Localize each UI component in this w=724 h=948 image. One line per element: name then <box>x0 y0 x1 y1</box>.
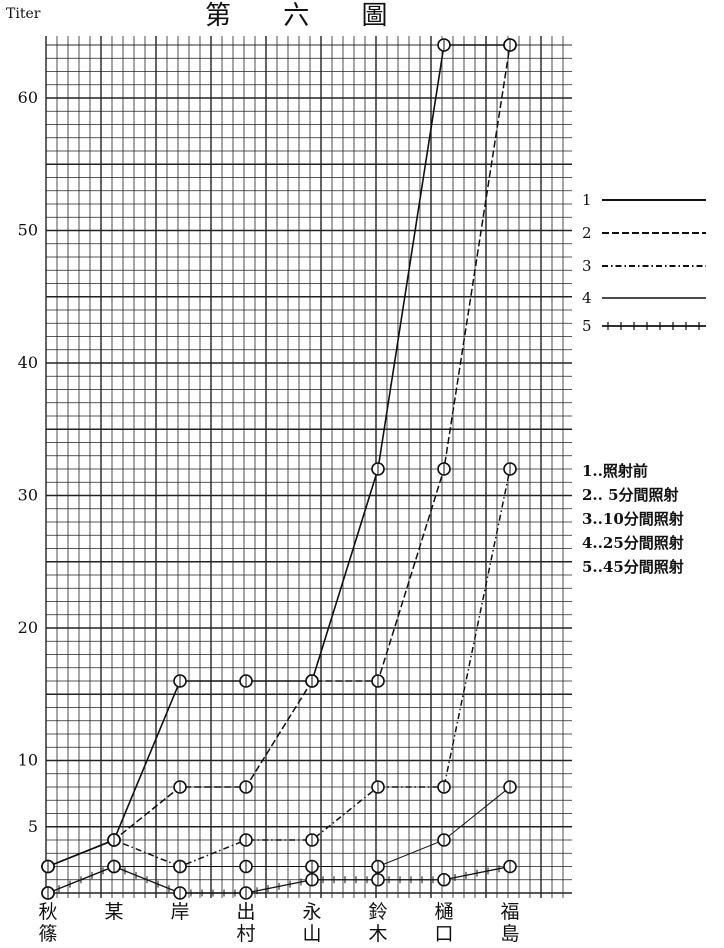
data-point <box>239 859 253 874</box>
data-point <box>437 833 451 847</box>
plot-grid <box>45 36 572 898</box>
data-point <box>173 886 187 900</box>
data-point <box>239 780 253 794</box>
x-tick-label: 永 <box>302 901 321 923</box>
data-point <box>371 462 385 476</box>
legend-key: 1 <box>582 191 592 209</box>
legend-key: 4 <box>582 289 592 307</box>
x-tick-label-second-line: 島 <box>500 923 519 945</box>
data-point <box>371 859 385 874</box>
y-tick-label: 40 <box>18 353 38 372</box>
data-point <box>503 462 517 476</box>
x-tick-label-second-line: 口 <box>434 923 453 945</box>
legend-key: 3 <box>582 257 592 275</box>
data-point <box>239 833 253 847</box>
chart-title: 第 六 圖 <box>205 1 410 31</box>
data-point <box>305 674 319 688</box>
data-point <box>173 780 187 794</box>
data-point <box>437 38 451 52</box>
y-axis-unit: Titer <box>6 6 41 22</box>
data-point <box>503 780 517 794</box>
x-tick-label: 鈴 <box>368 901 387 923</box>
data-point <box>437 462 451 476</box>
data-point <box>437 780 451 794</box>
x-tick-label: 出 <box>236 901 255 923</box>
legend-note: 1..照射前 <box>582 462 648 480</box>
x-tick-label-second-line: 篠 <box>38 923 57 945</box>
data-point <box>239 886 253 900</box>
data-point <box>173 674 187 688</box>
series-line <box>47 44 511 868</box>
y-tick-label: 20 <box>18 618 38 637</box>
legend-note: 4..25分間照射 <box>582 534 684 552</box>
data-point <box>305 833 319 847</box>
data-series <box>41 38 517 900</box>
x-tick-label-second-line: 村 <box>236 923 255 945</box>
legend-key: 2 <box>582 224 592 242</box>
data-point <box>503 38 517 52</box>
x-tick-label: 樋 <box>434 901 453 923</box>
legend: 1 2 3 4 5 <box>582 191 706 335</box>
data-point <box>41 886 55 900</box>
data-point <box>371 872 385 887</box>
x-tick-label: 岸 <box>170 901 189 923</box>
data-point <box>503 859 517 874</box>
data-point <box>437 872 451 887</box>
x-tick-label: 秋 <box>38 901 57 923</box>
y-tick-label: 5 <box>28 817 38 836</box>
y-tick-label: 30 <box>18 486 38 505</box>
x-tick-label-second-line: 木 <box>368 923 387 945</box>
data-point <box>305 859 319 874</box>
series-5 <box>41 859 517 900</box>
x-tick-label: 福 <box>500 901 519 923</box>
data-point <box>107 833 121 847</box>
series-line <box>47 786 511 894</box>
y-tick-label: 60 <box>18 88 38 107</box>
x-axis-ticks: 秋篠 某 岸 出村 永山 鈴木 樋口 福島 <box>38 901 519 945</box>
legend-key: 5 <box>582 317 592 335</box>
data-point <box>371 674 385 688</box>
data-point <box>41 859 55 874</box>
data-point <box>173 859 187 874</box>
y-tick-label: 50 <box>18 221 38 240</box>
data-point <box>371 780 385 794</box>
data-point <box>239 674 253 688</box>
series-line <box>47 44 510 868</box>
y-tick-label: 10 <box>18 751 38 770</box>
y-axis-ticks: 5 10 20 30 40 50 60 <box>18 88 38 836</box>
data-point <box>305 872 319 887</box>
series-line <box>47 468 511 868</box>
legend-note: 2.. 5分間照射 <box>582 486 679 504</box>
data-point <box>107 859 121 874</box>
legend-note: 3..10分間照射 <box>582 510 684 528</box>
x-tick-label: 某 <box>104 901 123 923</box>
legend-note: 5..45分間照射 <box>582 558 684 576</box>
x-tick-label-second-line: 山 <box>302 923 321 945</box>
legend-notes: 1..照射前 2.. 5分間照射 3..10分間照射 4..25分間照射 5..45分間… <box>582 462 684 576</box>
